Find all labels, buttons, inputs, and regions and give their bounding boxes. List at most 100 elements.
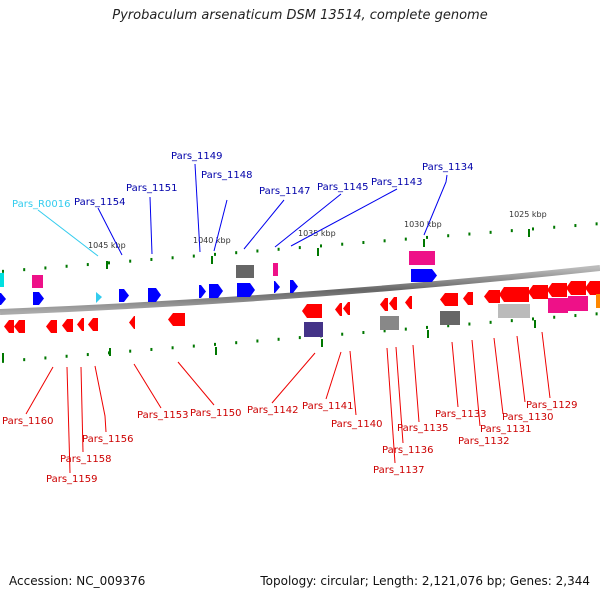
gene-label[interactable]: Pars_1134 (422, 162, 473, 173)
forward-gene-arrow (290, 280, 298, 293)
tick (595, 222, 598, 226)
tick (171, 346, 174, 350)
major-tick (211, 256, 213, 264)
scale-label: 1025 kbp (509, 210, 547, 219)
tick (553, 315, 556, 319)
gene-label[interactable]: Pars_1151 (126, 183, 177, 194)
forward-gene-arrow (411, 269, 437, 282)
tick (362, 331, 365, 335)
leader-line (451, 341, 459, 408)
gene-label-rna[interactable]: Pars_R0016 (12, 199, 70, 210)
tick (214, 252, 216, 256)
tick (65, 264, 68, 268)
gene-label[interactable]: Pars_1159 (46, 474, 97, 485)
tick (383, 329, 386, 333)
reverse-gene-arrow (343, 302, 350, 315)
tick (320, 244, 322, 248)
major-tick (215, 347, 217, 355)
tick (256, 339, 259, 343)
feature-box (236, 265, 254, 278)
tick (23, 268, 26, 272)
forward-gene-arrow (199, 285, 206, 298)
tick (468, 232, 471, 236)
feature-box (596, 294, 600, 308)
gene-label[interactable]: Pars_1153 (137, 410, 188, 421)
gene-label[interactable]: Pars_1156 (82, 434, 133, 445)
reverse-gene-arrow (585, 281, 600, 295)
tick (277, 337, 280, 341)
leader-line (97, 207, 123, 256)
genome-summary: Topology: circular; Length: 2,121,076 bp… (260, 574, 590, 588)
tick (341, 332, 344, 336)
tick (65, 354, 68, 358)
feature-box (32, 275, 43, 288)
gene-label[interactable]: Pars_1137 (373, 465, 424, 476)
forward-gene-arrow (148, 288, 161, 302)
major-tick (321, 339, 323, 347)
tick (447, 324, 450, 328)
tick (595, 312, 598, 316)
reverse-gene-arrow (484, 290, 500, 303)
genome-backbone (0, 265, 600, 315)
leader-line (271, 352, 316, 404)
gene-label[interactable]: Pars_1132 (458, 436, 509, 447)
gene-label[interactable]: Pars_1130 (502, 412, 553, 423)
reverse-gene-arrow (4, 320, 14, 333)
gene-label[interactable]: Pars_1131 (480, 424, 531, 435)
leader-line (395, 346, 404, 444)
tick (235, 251, 238, 255)
tick (44, 356, 47, 360)
feature-box (440, 311, 460, 325)
forward-gene-arrow (209, 284, 223, 298)
gene-label[interactable]: Pars_1135 (397, 423, 448, 434)
gene-label[interactable]: Pars_1140 (331, 419, 382, 430)
tick (192, 254, 195, 258)
leader-line (80, 366, 84, 453)
gene-label[interactable]: Pars_1141 (302, 401, 353, 412)
scale-label: 1040 kbp (193, 236, 231, 245)
gene-label[interactable]: Pars_1147 (259, 186, 310, 197)
reverse-gene-arrow (129, 316, 135, 329)
major-tick (109, 348, 111, 356)
reverse-gene-arrow (14, 320, 25, 333)
leader-line (541, 331, 551, 399)
major-tick (2, 353, 4, 361)
gene-label[interactable]: Pars_1149 (171, 151, 222, 162)
leader-line (412, 344, 420, 423)
gene-label[interactable]: Pars_1142 (247, 405, 298, 416)
gene-label[interactable]: Pars_1154 (74, 197, 125, 208)
leader-line (94, 365, 107, 433)
reverse-gene-arrow (88, 318, 98, 331)
feature-box (498, 304, 530, 318)
tick (171, 256, 174, 260)
tick (298, 336, 301, 340)
tick (447, 234, 450, 238)
gene-label[interactable]: Pars_1145 (317, 182, 368, 193)
gene-label[interactable]: Pars_1148 (201, 170, 252, 181)
gene-label[interactable]: Pars_1158 (60, 454, 111, 465)
tick (404, 237, 407, 241)
gene-label[interactable]: Pars_1143 (371, 177, 422, 188)
reverse-gene-arrow (389, 297, 397, 310)
scale-label: 1045 kbp (88, 241, 126, 250)
tick (277, 247, 280, 251)
leader-line (133, 363, 162, 409)
leader-line (493, 337, 504, 415)
gene-label[interactable]: Pars_1129 (526, 400, 577, 411)
reverse-gene-arrow (405, 296, 412, 309)
scale-label: 1030 kbp (404, 220, 442, 229)
tick (150, 257, 153, 261)
tick (192, 344, 195, 348)
gene-label[interactable]: Pars_1150 (190, 408, 241, 419)
leader-line (194, 163, 201, 253)
reverse-gene-arrow (168, 313, 185, 326)
gene-label[interactable]: Pars_1160 (2, 416, 53, 427)
leader-line (325, 351, 342, 400)
gene-label[interactable]: Pars_1136 (382, 445, 433, 456)
reverse-gene-arrow (528, 285, 548, 299)
scale-label: 1035 kbp (298, 229, 336, 238)
reverse-gene-arrow (302, 304, 322, 318)
leader-line (37, 209, 99, 257)
gene-label[interactable]: Pars_1133 (435, 409, 486, 420)
